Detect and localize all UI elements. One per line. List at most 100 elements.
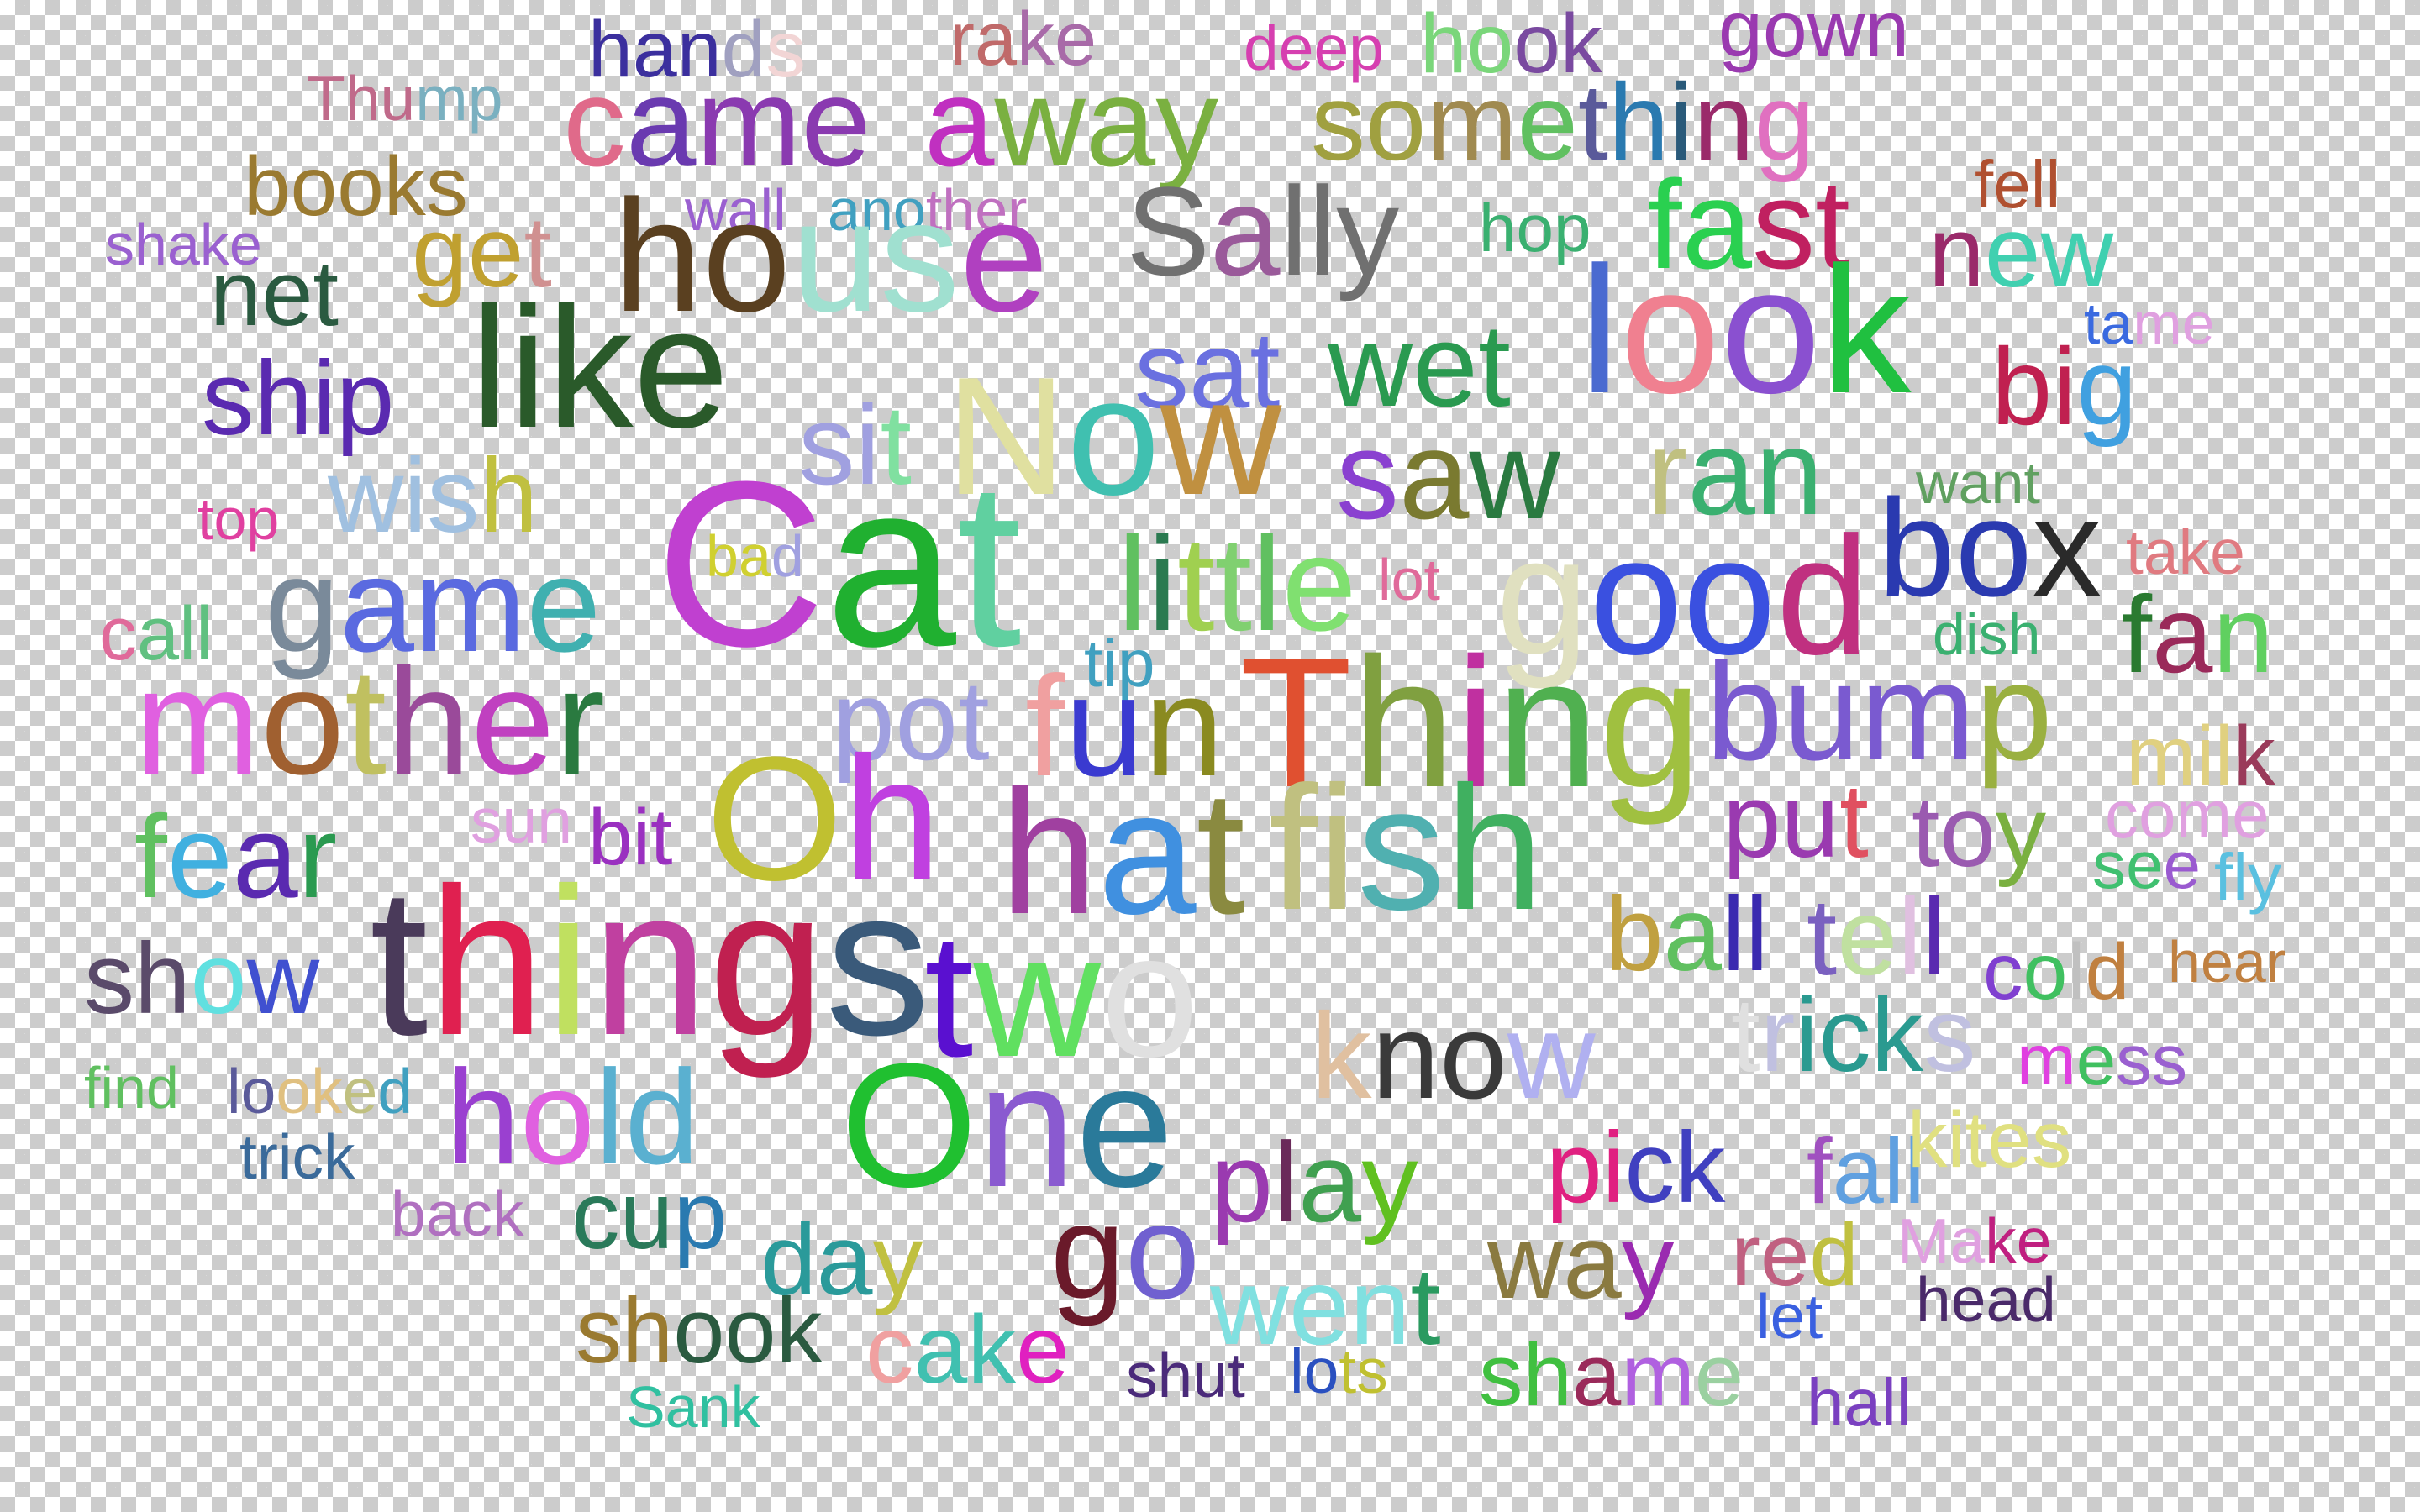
word-cake: cake xyxy=(865,1302,1070,1399)
word-net: net xyxy=(210,248,339,340)
word-letter: b xyxy=(1991,325,2053,448)
word-letter: e xyxy=(2126,827,2164,902)
word-letter: e xyxy=(801,51,871,192)
word-letter: e xyxy=(1517,60,1578,183)
word-letter: n xyxy=(697,1374,731,1440)
word-letter: o xyxy=(1466,0,1514,91)
word-letter: d xyxy=(1809,1206,1859,1305)
word-letter: r xyxy=(2265,929,2286,995)
word-letter: t xyxy=(1815,154,1850,295)
word-letter: p xyxy=(832,657,896,784)
word-letter: t xyxy=(345,638,387,806)
word-letter: n xyxy=(1693,60,1754,183)
word-ship: ship xyxy=(202,346,394,451)
word-letter: l xyxy=(1904,1120,1925,1223)
word-top: top xyxy=(197,490,279,549)
word-letter: s xyxy=(202,340,255,457)
word-letter: s xyxy=(880,167,960,345)
word-letter: c xyxy=(563,51,626,192)
word-hands: hands xyxy=(588,10,806,90)
word-letter: d xyxy=(1244,13,1279,83)
word-letter: s xyxy=(2151,1021,2188,1100)
word-letter: p xyxy=(246,486,280,552)
word-letter: l xyxy=(2030,147,2046,222)
word-letter: t xyxy=(1965,1095,1988,1184)
word-letter: n xyxy=(1991,450,2024,516)
word-letter: e xyxy=(1076,1026,1174,1224)
word-letter: s xyxy=(798,381,855,508)
word-letter: a xyxy=(626,51,697,192)
word-letter: u xyxy=(1781,763,1840,879)
word-house: house xyxy=(613,176,1049,336)
word-letter: s xyxy=(576,1279,622,1383)
word-letter: a xyxy=(825,433,956,696)
word-letter: a xyxy=(1189,308,1250,431)
word-letter: s xyxy=(1357,749,1446,947)
word-letter: a xyxy=(632,5,677,94)
word-letter: i xyxy=(855,381,881,508)
word-letter: t xyxy=(1410,1245,1441,1368)
word-letter: h xyxy=(1807,1365,1844,1440)
word-big: big xyxy=(1991,332,2138,441)
word-milk: milk xyxy=(2126,714,2275,798)
word-something: something xyxy=(1311,67,1815,176)
word-letter: r xyxy=(555,638,606,806)
word-play: play xyxy=(1210,1126,1418,1239)
word-letter: t xyxy=(2084,291,2101,356)
word-letter: k xyxy=(1907,1095,1948,1184)
word-letter: d xyxy=(377,1056,413,1126)
word-deep: deep xyxy=(1244,17,1384,80)
word-letter: a xyxy=(1681,154,1753,295)
word-letter: k xyxy=(1985,1205,2017,1276)
word-go: go xyxy=(1050,1184,1200,1319)
word-letter: b xyxy=(1878,470,1955,625)
word-tip: tip xyxy=(1084,630,1155,697)
word-letter: u xyxy=(380,63,416,134)
word-letter: t xyxy=(239,1121,257,1192)
word-letter: a xyxy=(1210,160,1281,302)
word-letter: h xyxy=(1608,60,1670,183)
word-letter: l xyxy=(760,177,774,243)
word-letter: f xyxy=(2122,573,2153,696)
word-letter: t xyxy=(1214,508,1252,659)
word-rake: rake xyxy=(950,2,1097,77)
word-letter: k xyxy=(547,271,634,464)
word-letter: e xyxy=(1281,508,1357,659)
word-letter: w xyxy=(1160,343,1282,530)
word-letter: l xyxy=(1896,1365,1912,1440)
word-letter: m xyxy=(1860,634,1975,789)
word-sally: Sally xyxy=(1126,168,1399,294)
word-fan: fan xyxy=(2122,580,2274,689)
word-letter: e xyxy=(2232,777,2270,852)
word-letter: l xyxy=(1252,508,1282,659)
word-letter: o xyxy=(1619,228,1721,431)
word-dish: dish xyxy=(1933,605,2040,664)
word-letter: o xyxy=(702,167,792,345)
word-shut: shut xyxy=(1126,1344,1245,1407)
word-letter: i xyxy=(313,340,336,457)
word-letter: g xyxy=(1496,502,1590,690)
word-letter: n xyxy=(1144,647,1224,806)
word-letter: h xyxy=(2007,601,2041,667)
word-letter: m xyxy=(2175,777,2233,852)
word-letter: s xyxy=(84,922,134,1035)
word-cat: Cat xyxy=(655,447,1022,682)
word-letter: k xyxy=(1560,0,1602,91)
word-sit: sit xyxy=(798,388,912,501)
word-day: day xyxy=(760,1210,923,1310)
word-letter: a xyxy=(816,1204,873,1316)
word-letter: p xyxy=(1975,634,2053,789)
word-letter: h xyxy=(134,922,191,1035)
word-letter: e xyxy=(2200,929,2233,995)
word-letter: i xyxy=(2196,709,2215,803)
word-away: away xyxy=(924,59,1218,185)
word-letter: l xyxy=(1883,1120,1905,1223)
word-letter: l xyxy=(1118,508,1148,659)
word-letter: O xyxy=(840,1026,978,1224)
word-fear: fear xyxy=(134,798,337,916)
word-letter: t xyxy=(1084,626,1103,701)
word-tame: tame xyxy=(2084,294,2215,353)
word-letter: o xyxy=(1513,0,1560,91)
word-letter: t xyxy=(1177,508,1215,659)
word-gown: gown xyxy=(1718,0,1909,70)
